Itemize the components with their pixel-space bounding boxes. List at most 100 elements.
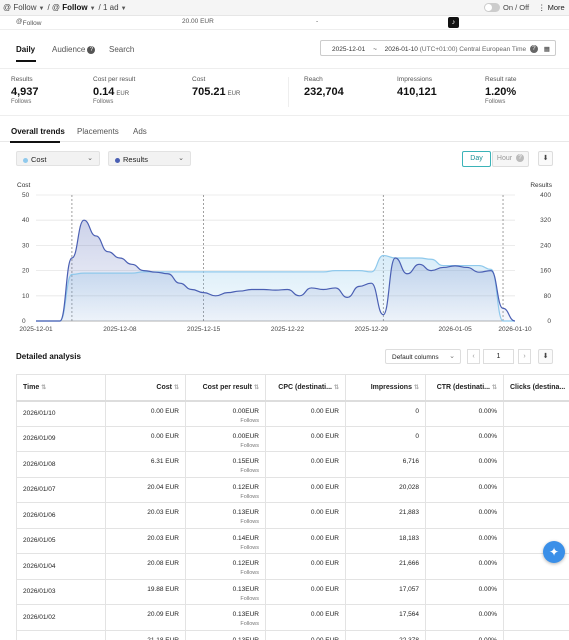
- granularity-hour-button[interactable]: Hour ?: [492, 151, 529, 167]
- trend-tabs: Overall trends Placements Ads: [0, 122, 569, 142]
- table-cell: 18,183: [345, 527, 426, 554]
- column-header-cost-per-result[interactable]: Cost per result ⇅: [185, 374, 266, 402]
- metric-value: 232,704: [304, 86, 344, 98]
- ad-name-text: Follow: [22, 20, 42, 27]
- export-icon[interactable]: ⬇: [538, 151, 553, 166]
- table-cell: 21,666: [345, 553, 426, 580]
- left-metric-select[interactable]: Cost ⌄: [16, 151, 100, 166]
- prev-page-button[interactable]: ‹: [467, 349, 480, 364]
- sort-icon[interactable]: ⇅: [413, 384, 419, 391]
- cell-cost-per-result: 0.13EUR: [232, 509, 259, 516]
- chevron-down-icon: ⌄: [178, 155, 184, 162]
- tab-daily[interactable]: Daily: [16, 45, 36, 54]
- columns-select[interactable]: Default columns ⌄: [385, 349, 461, 364]
- table-cell: 0.00 EUR: [265, 502, 346, 529]
- calendar-icon[interactable]: ▦: [543, 46, 550, 53]
- table-row: 2026/01/09 0.00 EUR 0.00EUR Follows 0.00 EUR…: [16, 425, 569, 452]
- next-page-button[interactable]: ›: [518, 349, 531, 364]
- breadcrumb-campaign[interactable]: Follow: [13, 3, 37, 12]
- table-cell: 0.00EUR Follows: [185, 425, 266, 452]
- cell-cost-per-result-sub: Follows: [240, 468, 259, 474]
- help-icon[interactable]: ?: [529, 45, 538, 54]
- cell-cpc: 0.00 EUR: [310, 534, 339, 542]
- table-cell: 20.03 EUR: [105, 502, 186, 529]
- cell-impressions: 21,666: [399, 560, 419, 567]
- cell-cost-per-result-sub: Follows: [240, 417, 259, 424]
- sort-icon[interactable]: ⇅: [41, 384, 47, 391]
- table-cell: 0.00%: [425, 578, 504, 605]
- tab-overall-trends[interactable]: Overall trends: [11, 127, 65, 136]
- detailed-analysis-title: Detailed analysis: [16, 352, 81, 361]
- table-cell: 20.09 EUR: [105, 604, 186, 631]
- cost-line: [35, 254, 515, 322]
- chevron-down-icon[interactable]: ▼: [120, 6, 127, 12]
- table-cell: 0.00 EUR: [265, 578, 346, 605]
- assistant-sparkle-icon[interactable]: ✦: [543, 541, 565, 563]
- column-header-time[interactable]: Time ⇅: [16, 374, 106, 402]
- on-off-toggle[interactable]: [484, 3, 500, 12]
- table-cell: [16, 629, 106, 640]
- date-range-picker[interactable]: 2025-12-01 ~ 2026-01-10 (UTC+01:00) Cent…: [320, 40, 556, 56]
- cell-ctr: 0.00%: [478, 534, 497, 542]
- sort-icon[interactable]: ⇅: [491, 384, 497, 391]
- sort-icon[interactable]: ⇅: [173, 384, 179, 391]
- cell-cost-per-result-sub: Follows: [240, 519, 259, 525]
- tab-audience[interactable]: Audience?: [52, 45, 96, 54]
- cell-cost-per-result-sub: Follows: [240, 493, 259, 500]
- right-metric-select[interactable]: Results ⌄: [108, 151, 191, 166]
- column-header-cost[interactable]: Cost ⇅: [105, 374, 186, 402]
- tab-placements[interactable]: Placements: [77, 127, 119, 136]
- chevron-down-icon[interactable]: ▼: [38, 6, 45, 12]
- cell-cpc: 0.00 EUR: [310, 432, 339, 440]
- chevron-down-icon[interactable]: ▼: [89, 6, 96, 12]
- tab-ads[interactable]: Ads: [133, 127, 147, 136]
- metric-unit: EUR: [116, 91, 130, 97]
- cell-cost: 0.00 EUR: [150, 432, 179, 440]
- page-number[interactable]: 1: [483, 349, 514, 364]
- table-cell: [503, 425, 569, 452]
- date-end: 2026-01-10: [384, 46, 418, 53]
- x-tick-label: 2026-01-10: [498, 326, 532, 333]
- column-header-cpc[interactable]: CPC (destinati... ⇅: [265, 374, 346, 402]
- metric-label: Results: [11, 76, 33, 83]
- table-cell: 0.00 EUR: [265, 553, 346, 580]
- export-icon[interactable]: ⬇: [538, 349, 553, 364]
- breadcrumb-adgroup[interactable]: Follow: [62, 3, 88, 12]
- granularity-day-button[interactable]: Day: [462, 151, 491, 167]
- table-cell: 6.31 EUR: [105, 451, 186, 478]
- cell-cost-per-result: 0.13EUR: [232, 611, 259, 618]
- column-header-ctr[interactable]: CTR (destinati... ⇅: [425, 374, 504, 402]
- cell-cost-per-result: 0.00EUR: [232, 407, 259, 415]
- column-header-clicks[interactable]: Clicks (destina...: [503, 374, 569, 402]
- cell-cost-per-result: 0.00EUR: [232, 432, 259, 440]
- table-cell: [503, 604, 569, 631]
- left-tick-label: 50: [22, 192, 30, 199]
- left-axis-title: Cost: [17, 182, 31, 189]
- more-button[interactable]: ⋮ More: [538, 3, 565, 12]
- cell-cost: 19.88 EUR: [147, 585, 179, 593]
- table-row: 2026/01/04 20.08 EUR 0.12EUR Follows 0.00 EU…: [16, 553, 569, 580]
- metric-value: 0.14: [93, 86, 115, 98]
- help-icon[interactable]: ?: [87, 45, 96, 54]
- x-tick-label: 2026-01-05: [439, 326, 473, 333]
- cell-ctr: 0.00%: [478, 560, 497, 567]
- header-label: Time: [23, 383, 40, 391]
- cell-impressions: 0: [415, 432, 419, 440]
- cell-cost-per-result: 0.12EUR: [232, 560, 259, 567]
- table-cell: 19.88 EUR: [105, 578, 186, 605]
- columns-select-label: Default columns: [392, 354, 439, 361]
- table-cell: 0.00EUR Follows: [185, 400, 266, 427]
- sort-icon[interactable]: ⇅: [333, 384, 339, 391]
- column-header-impressions[interactable]: Impressions ⇅: [345, 374, 426, 402]
- x-tick-label: 2025-12-01: [19, 326, 53, 333]
- breadcrumb-ads[interactable]: 1 ad: [102, 3, 119, 12]
- table-cell: 0.00 EUR: [265, 604, 346, 631]
- cell-ctr: 0.00%: [478, 611, 497, 618]
- help-icon[interactable]: ?: [516, 154, 525, 163]
- top-bar: @ Follow ▼ / @ Follow ▼/ 1 ad ▼ On / Off ⋮ M…: [0, 0, 569, 16]
- cell-cpc: 0.00 EUR: [310, 483, 339, 491]
- sort-icon[interactable]: ⇅: [253, 384, 259, 391]
- table-cell: 2026/01/05: [16, 527, 106, 554]
- left-tick-label: 20: [22, 268, 30, 275]
- tab-search[interactable]: Search: [109, 45, 135, 54]
